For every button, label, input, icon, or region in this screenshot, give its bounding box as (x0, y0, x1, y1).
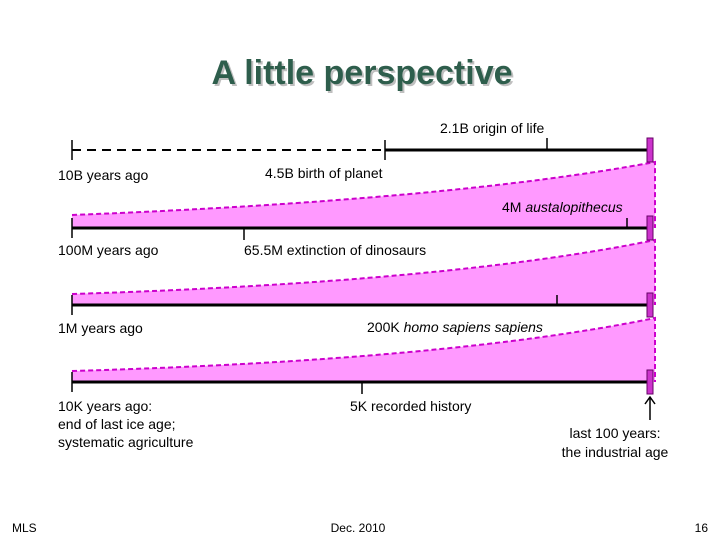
label: 10B years ago (58, 167, 148, 183)
title-shadow: A little perspective (213, 56, 514, 94)
label: 5K recorded history (350, 398, 471, 414)
label: last 100 years: (569, 425, 660, 441)
label-part: homo sapiens sapiens (404, 319, 543, 335)
fan-edge (71, 238, 656, 305)
label: 100M years ago (58, 242, 159, 258)
label: 4.5B birth of planet (265, 165, 383, 181)
label: 1M years ago (58, 320, 143, 336)
label: 200K homo sapiens sapiens (367, 319, 543, 335)
present-marker (646, 215, 654, 241)
present-marker (646, 292, 654, 318)
present-marker (646, 137, 654, 163)
fan (72, 318, 655, 382)
label: systematic agriculture (58, 434, 194, 450)
label: 4M austalopithecus (502, 199, 623, 215)
label-part: 200K (367, 319, 400, 335)
footer-center: Dec. 2010 (331, 521, 386, 535)
label: end of last ice age; (58, 416, 176, 432)
present-marker (646, 369, 654, 395)
label-part: austalopithecus (525, 199, 622, 215)
footer-left: MLS (12, 521, 37, 535)
fan-edge (71, 316, 656, 382)
arrow (644, 395, 656, 420)
title: A little perspective (211, 54, 512, 92)
fan-edge (71, 160, 656, 228)
label: the industrial age (562, 444, 669, 460)
footer-right: 16 (695, 521, 709, 535)
label: 65.5M extinction of dinosaurs (244, 242, 426, 258)
fan (72, 162, 655, 228)
label: 10K years ago: (58, 398, 152, 414)
label-part: 4M (502, 199, 521, 215)
label: 2.1B origin of life (440, 120, 544, 136)
